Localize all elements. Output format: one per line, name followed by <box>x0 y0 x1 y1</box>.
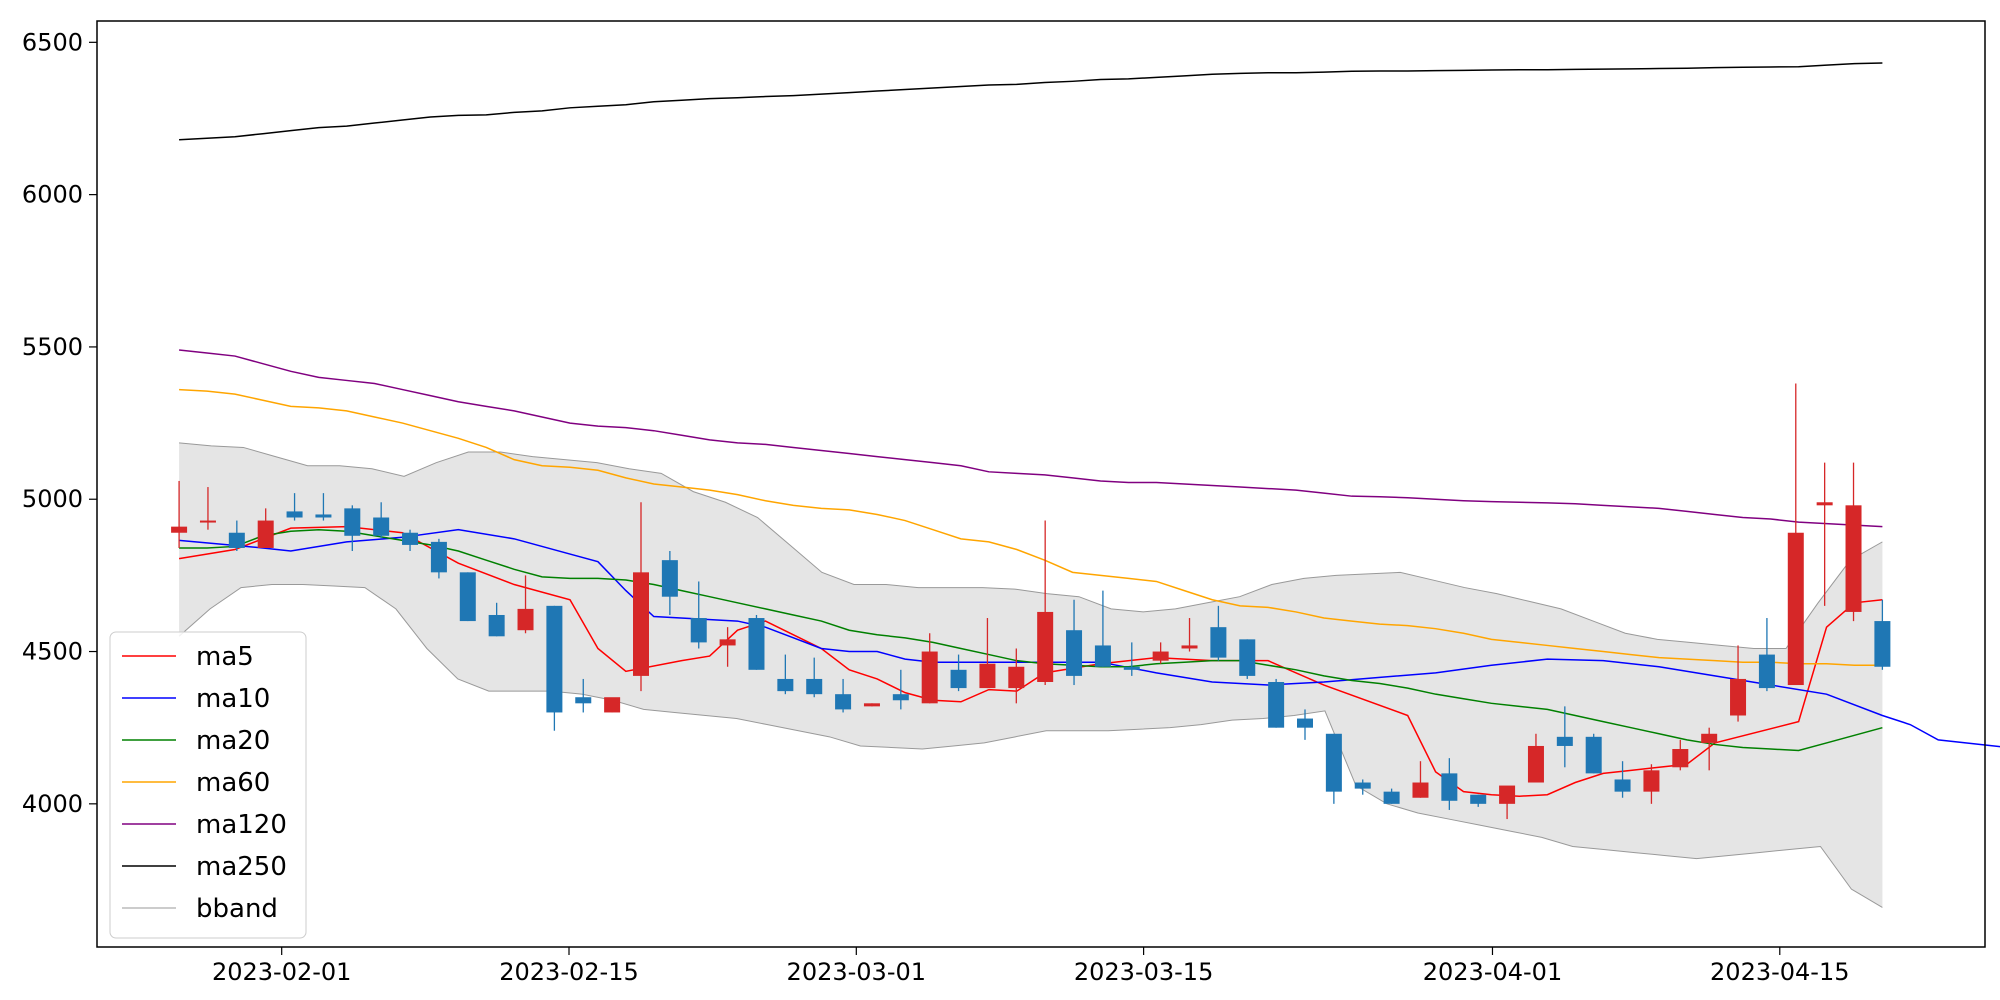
plot-frame <box>96 20 1986 948</box>
candle-body <box>1643 770 1660 792</box>
x-tick-label: 2023-04-01 <box>1423 958 1562 986</box>
ma60-line <box>179 388 1883 666</box>
candle-body <box>1008 666 1025 689</box>
candle-body <box>748 618 765 670</box>
candle-body <box>1499 785 1516 804</box>
candle-body <box>1527 745 1544 783</box>
candle-body <box>315 514 332 518</box>
legend-label-ma5: ma5 <box>196 642 254 672</box>
ma120-line <box>179 349 1883 528</box>
ma250-line <box>179 62 1883 141</box>
legend-label-bband: bband <box>196 894 278 924</box>
candle-body <box>661 560 678 597</box>
candle-body <box>1614 779 1631 792</box>
candle-body <box>1239 639 1256 676</box>
candle-body <box>950 669 967 689</box>
candle-body <box>1672 749 1689 768</box>
candle-body <box>1325 733 1342 792</box>
candle-body <box>373 517 390 536</box>
candle-body <box>1874 621 1891 667</box>
candle-body <box>892 694 909 701</box>
candle-body <box>199 520 216 523</box>
candle-body <box>1297 718 1313 728</box>
candle-body <box>1556 736 1573 746</box>
candle-body <box>1094 645 1111 667</box>
candle-body <box>1787 532 1804 686</box>
candle-body <box>1383 791 1400 804</box>
candle-body <box>690 618 707 643</box>
candle-body <box>402 532 419 545</box>
candle-body <box>719 639 736 646</box>
y-tick-label: 4000 <box>22 790 83 818</box>
candle-body <box>1585 736 1602 774</box>
candle-body <box>1470 794 1487 804</box>
candle-body <box>488 614 505 637</box>
x-tick-label: 2023-03-01 <box>787 958 926 986</box>
bollinger-band-layer <box>178 442 1883 908</box>
candle-body <box>1152 651 1169 661</box>
candle-body <box>863 703 880 707</box>
ma10-line <box>179 528 2000 748</box>
bband-lower-line <box>178 584 1883 908</box>
y-tick-label: 6000 <box>22 181 83 209</box>
ma20-line <box>179 528 1883 752</box>
candle-body <box>1816 502 1833 506</box>
candle-body <box>633 572 649 676</box>
candle-body <box>979 663 996 689</box>
candle-body <box>1066 630 1083 676</box>
candle-body <box>517 608 534 631</box>
x-tick-label: 2023-02-01 <box>212 958 351 986</box>
bband-upper-line <box>179 442 1883 649</box>
candle-body <box>835 694 852 710</box>
candle-body <box>1181 645 1198 649</box>
legend-label-ma250: ma250 <box>196 852 287 882</box>
legend-label-ma120: ma120 <box>196 810 287 840</box>
candle-body <box>1210 627 1227 658</box>
legend-label-ma10: ma10 <box>196 684 270 714</box>
x-tick-label: 2023-02-15 <box>499 958 638 986</box>
candle-body <box>806 678 823 695</box>
x-tick-label: 2023-03-15 <box>1074 958 1213 986</box>
axes-layer: 4000 4500 5000 5500 6000 6500 2023-02-01 2023-0… <box>22 28 1850 986</box>
candle-body <box>1441 773 1458 801</box>
candle-body <box>257 520 274 548</box>
candle-body <box>1268 681 1285 728</box>
candle-body <box>1730 678 1747 716</box>
y-tick-label: 6500 <box>22 28 83 56</box>
legend-label-ma20: ma20 <box>196 726 270 756</box>
bband-fill <box>179 442 1883 908</box>
candle-body <box>1123 666 1140 670</box>
candle-body <box>459 572 476 622</box>
candle-body <box>286 511 303 518</box>
y-tick-label: 5500 <box>22 333 83 361</box>
candle-body <box>344 508 361 536</box>
candle-body <box>1412 782 1429 798</box>
candle-body <box>171 526 188 533</box>
candle-body <box>228 532 245 548</box>
candle-body <box>430 541 447 573</box>
x-tick-label: 2023-04-15 <box>1710 958 1849 986</box>
y-tick-label: 4500 <box>22 638 83 666</box>
candle-body <box>604 697 621 713</box>
candle-body <box>1758 654 1775 689</box>
candlestick-layer <box>171 383 1891 820</box>
candle-body <box>1701 733 1718 743</box>
candle-body <box>546 605 563 713</box>
candle-body <box>1037 611 1054 682</box>
legend-label-ma60: ma60 <box>196 768 270 798</box>
legend: ma5 ma10 ma20 ma60 ma120 ma250 bband <box>109 631 307 939</box>
candle-body <box>575 697 592 704</box>
legend-box <box>109 631 307 939</box>
y-tick-label: 5000 <box>22 485 83 513</box>
candle-body <box>1354 782 1371 789</box>
candle-body <box>1845 505 1862 612</box>
candle-body <box>921 651 938 704</box>
candle-body <box>777 678 794 692</box>
